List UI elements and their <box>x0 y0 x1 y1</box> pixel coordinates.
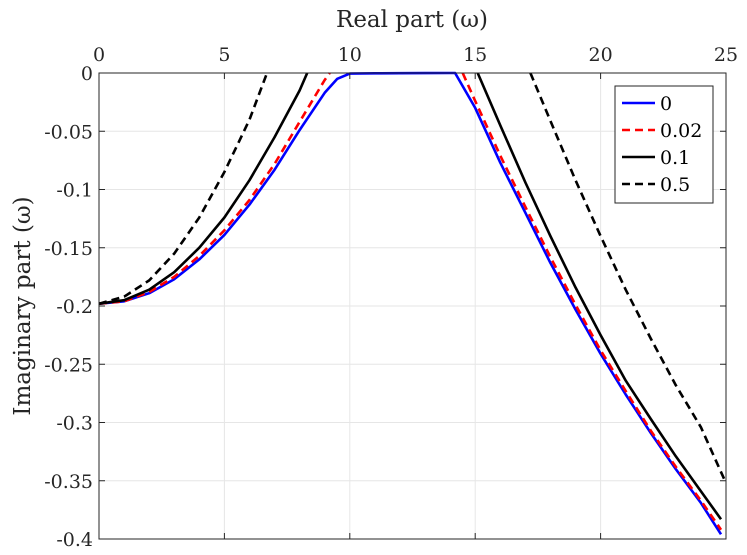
x-tick-label: 20 <box>589 44 613 66</box>
y-tick-label: -0.1 <box>56 180 93 202</box>
x-axis-title: Real part (ω) <box>336 7 488 33</box>
x-tick-label: 5 <box>218 44 230 66</box>
legend-label: 0.02 <box>660 120 702 142</box>
series-line <box>98 72 269 305</box>
series-line <box>98 72 309 305</box>
series-line <box>529 72 728 484</box>
series-layer <box>98 71 728 536</box>
legend-label: 0.1 <box>660 147 690 169</box>
x-tick-label: 25 <box>714 44 738 66</box>
y-tick-label: -0.05 <box>44 121 93 143</box>
series-0.5 <box>98 72 728 484</box>
legend: 0 0.02 0.1 0.5 <box>614 85 714 204</box>
x-tick-label: 10 <box>338 44 362 66</box>
y-tick-label: -0.35 <box>44 471 93 493</box>
x-tick-label: 15 <box>463 44 487 66</box>
series-line <box>476 72 723 520</box>
legend-label: 0.5 <box>660 174 690 196</box>
series-0.1 <box>98 72 723 520</box>
series-line <box>461 72 723 531</box>
y-tick-label: -0.25 <box>44 354 93 376</box>
series-0.02 <box>98 72 723 531</box>
series-line <box>98 72 331 305</box>
y-tick-label: -0.3 <box>56 413 93 435</box>
y-tick-label: 0 <box>81 63 93 85</box>
y-tick-label: -0.2 <box>56 296 93 318</box>
legend-box <box>614 85 714 204</box>
y-tick-label: -0.4 <box>56 529 93 551</box>
legend-label: 0 <box>660 93 672 115</box>
y-tick-label: -0.15 <box>44 238 93 260</box>
ticks: 0 5 10 15 20 25 0 -0.05 -0.1 -0.15 -0.2 -0.25 -0.3 -0… <box>44 44 738 551</box>
y-axis-title: Imaginary part (ω) <box>10 196 36 415</box>
x-tick-label: 0 <box>93 44 105 66</box>
